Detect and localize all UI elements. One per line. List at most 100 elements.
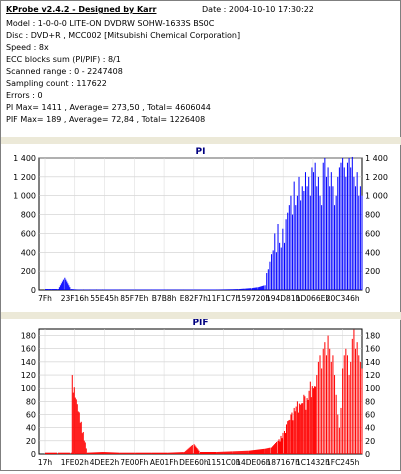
data-bar [193, 444, 195, 454]
data-bar [250, 288, 252, 290]
data-bar [260, 449, 262, 454]
data-bar [159, 452, 161, 454]
data-bar [198, 289, 200, 290]
data-bar [250, 450, 252, 454]
data-bar [321, 368, 323, 454]
data-bar [335, 394, 337, 454]
data-bar [293, 181, 295, 290]
data-bar [152, 289, 154, 290]
data-bar [243, 288, 245, 290]
data-bar [115, 452, 117, 454]
data-bar [58, 452, 60, 454]
data-bar [66, 281, 68, 290]
y-tick-label-right: 0 [365, 286, 370, 295]
data-bar [155, 452, 157, 454]
x-tick-label: 11F1C7h [207, 294, 241, 303]
data-bar [350, 167, 352, 290]
data-bar [141, 452, 143, 454]
data-bar [145, 289, 147, 290]
data-bar [221, 451, 223, 454]
data-bar [220, 289, 222, 290]
data-bar [67, 452, 69, 454]
y-tick-label-left: 1 200 [13, 173, 36, 182]
data-bar [166, 289, 168, 290]
data-bar [78, 289, 80, 290]
data-bar [322, 162, 324, 290]
data-bar [57, 289, 59, 290]
data-bar [324, 342, 326, 454]
data-bar [172, 452, 174, 454]
data-bar [219, 289, 221, 290]
data-bar [182, 452, 184, 454]
data-bar [306, 186, 308, 290]
data-bar [187, 448, 189, 454]
data-bar [99, 452, 101, 454]
data-bar [340, 407, 342, 454]
data-bar [124, 452, 126, 454]
data-bar [308, 390, 310, 454]
data-bar [288, 205, 290, 290]
data-bar [145, 452, 147, 454]
drive-model: Model : 1-0-0-0 LITE-ON DVDRW SOHW-1633S… [6, 19, 215, 28]
data-bar [295, 406, 297, 454]
data-bar [46, 289, 48, 290]
data-bar [136, 289, 138, 290]
data-bar [184, 451, 186, 454]
data-bar [217, 289, 219, 290]
data-bar [313, 172, 315, 290]
data-bar [215, 452, 216, 454]
data-bar [79, 289, 81, 290]
y-tick-label-right: 180 [365, 332, 380, 341]
data-bar [147, 452, 149, 454]
data-bar [296, 401, 298, 454]
data-bar [217, 451, 219, 454]
data-bar [168, 452, 170, 454]
data-bar [85, 448, 87, 454]
data-bar [232, 289, 234, 290]
data-bar [205, 452, 206, 454]
data-bar [298, 176, 300, 290]
data-bar [121, 289, 123, 290]
data-bar [261, 449, 263, 454]
data-bar [168, 289, 170, 290]
data-bar [100, 452, 102, 454]
data-bar [126, 289, 128, 290]
data-bar [84, 289, 86, 290]
data-bar [176, 452, 178, 454]
data-bar [117, 452, 119, 454]
data-bar [119, 452, 121, 454]
data-bar [343, 355, 345, 454]
data-bar [222, 451, 224, 454]
info-panel: KProbe v2.4.2 - Designed by Karr Date : … [2, 2, 399, 140]
pi-chart-panel: PI 0 0 200 200 400 400 600 600 800 800 1 000 1 000 1 … [1, 144, 400, 312]
data-bar [239, 451, 241, 454]
data-bar [338, 167, 340, 290]
data-bar [122, 452, 124, 454]
data-bar [59, 285, 61, 290]
data-bar [92, 289, 94, 290]
data-bar [83, 289, 85, 290]
data-bar [259, 286, 261, 290]
data-bar [62, 279, 64, 290]
data-bar [177, 289, 179, 290]
data-bar [229, 451, 231, 454]
data-bar [236, 289, 238, 290]
data-bar [198, 450, 200, 454]
data-bar [151, 452, 153, 454]
data-bar [105, 289, 107, 290]
data-bar [225, 451, 227, 454]
data-bar [57, 452, 59, 454]
data-bar [86, 289, 88, 290]
data-bar [149, 289, 151, 290]
data-bar [317, 176, 319, 290]
data-bar [93, 452, 95, 454]
data-bar [157, 452, 159, 454]
y-tick-label-right: 80 [365, 397, 375, 406]
data-bar [166, 452, 168, 454]
data-bar [325, 355, 327, 454]
data-bar [266, 448, 268, 454]
data-bar [46, 452, 48, 454]
y-tick-label-right: 800 [365, 211, 380, 220]
data-bar [134, 452, 136, 454]
data-bar [234, 289, 236, 290]
